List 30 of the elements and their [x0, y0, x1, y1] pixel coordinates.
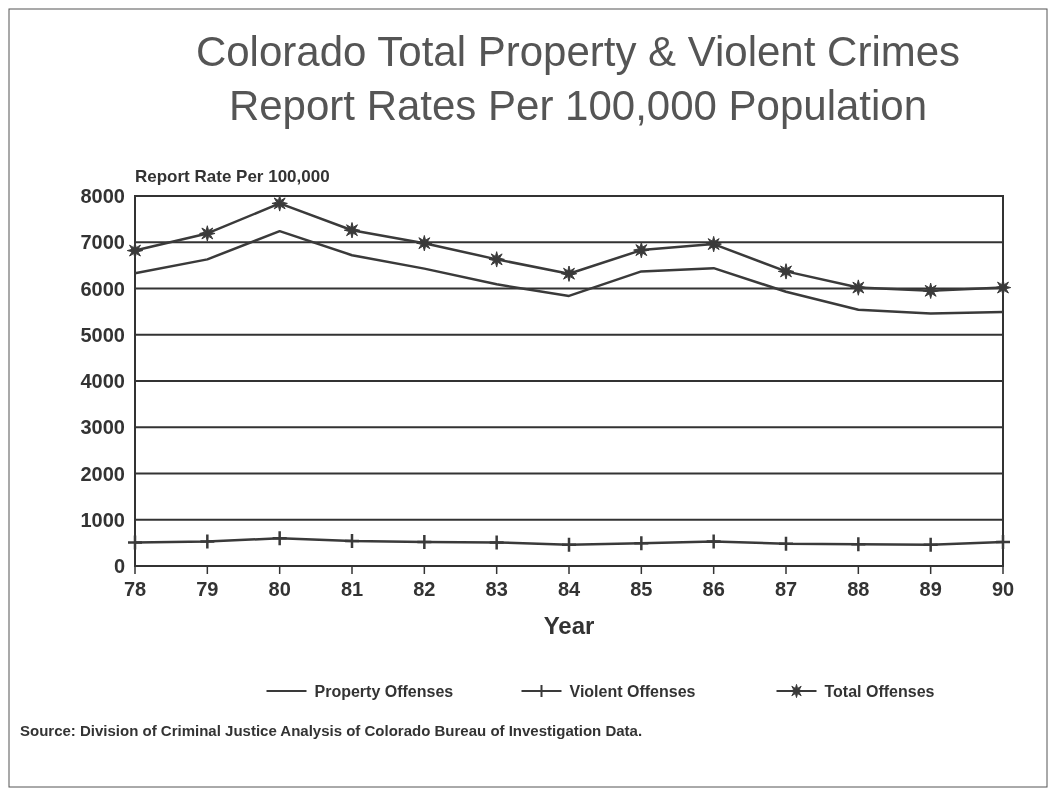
y-tick-label: 2000 [80, 462, 125, 485]
x-tick-label: 85 [630, 578, 653, 600]
x-tick-label: 89 [919, 578, 942, 600]
chart-title: Colorado Total Property & Violent Crimes [195, 28, 961, 75]
x-tick-label: 88 [847, 578, 870, 600]
x-axis-title: Year [543, 612, 595, 639]
legend-label: Total Offenses [824, 682, 935, 700]
y-tick-label: 5000 [80, 323, 125, 346]
x-tick-label: 78 [123, 578, 147, 600]
y-tick-label: 6000 [80, 277, 125, 300]
y-tick-label: 3000 [80, 416, 125, 439]
y-tick-label: 0 [113, 555, 125, 577]
source-note: Source: Division of Criminal Justice Analysis of Colorado Bureau of Investigation Data. [20, 722, 643, 739]
legend-label: Violent Offenses [569, 682, 696, 700]
x-tick-label: 83 [485, 578, 508, 600]
chart-subtitle: Report Rates Per 100,000 Population [228, 82, 928, 129]
y-tick-label: 8000 [80, 185, 125, 207]
x-tick-label: 90 [991, 578, 1015, 600]
x-tick-label: 82 [413, 578, 436, 600]
y-tick-label: 7000 [80, 231, 125, 254]
x-tick-label: 81 [340, 578, 364, 600]
x-tick-label: 79 [196, 578, 219, 600]
x-tick-label: 84 [557, 578, 581, 600]
y-axis-title: Report Rate Per 100,000 [135, 167, 330, 186]
x-tick-label: 86 [702, 578, 725, 600]
x-tick-label: 87 [774, 578, 798, 600]
y-tick-label: 1000 [80, 508, 125, 531]
y-tick-label: 4000 [80, 370, 125, 392]
legend-label: Property Offenses [314, 682, 454, 700]
x-tick-label: 80 [268, 578, 291, 600]
